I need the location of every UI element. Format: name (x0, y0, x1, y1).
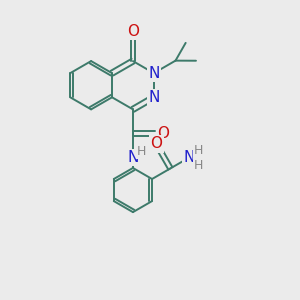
Text: N: N (184, 150, 195, 165)
Text: N: N (148, 66, 160, 81)
Text: H: H (194, 159, 203, 172)
Text: O: O (150, 136, 162, 152)
Text: H: H (137, 145, 146, 158)
Text: O: O (127, 24, 139, 39)
Text: O: O (157, 126, 169, 141)
Text: N: N (127, 150, 139, 165)
Text: H: H (194, 144, 203, 157)
Text: N: N (148, 90, 160, 105)
